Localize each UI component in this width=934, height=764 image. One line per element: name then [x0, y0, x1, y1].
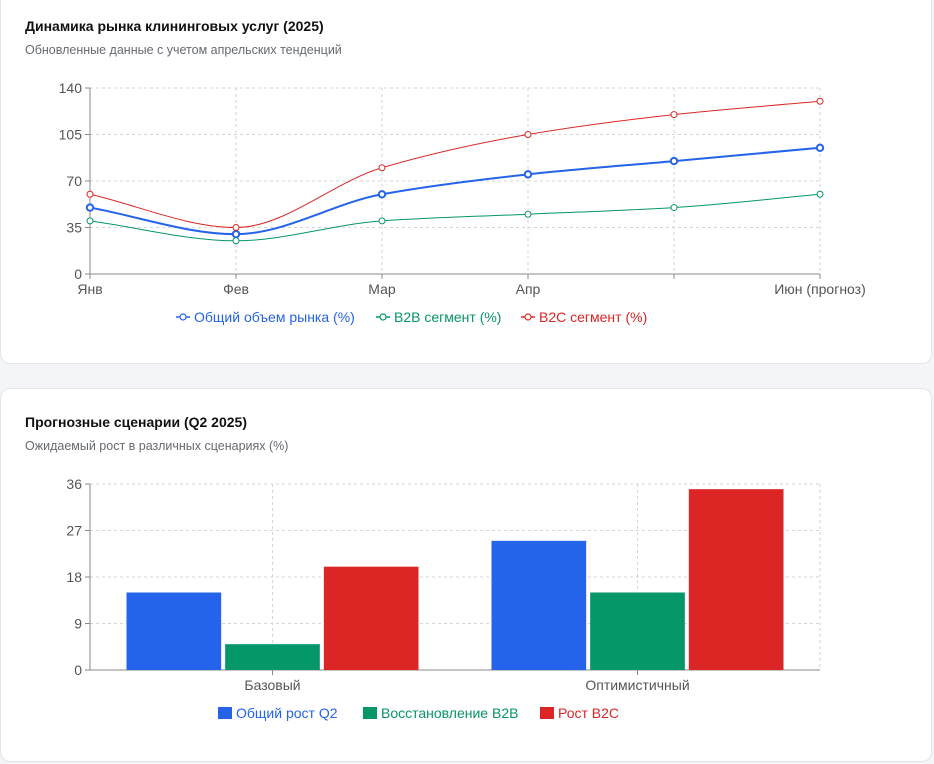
bar-1: [590, 592, 685, 670]
data-point: [816, 97, 824, 105]
y-tick-label: 36: [66, 476, 82, 492]
legend-item: Рост B2C: [540, 705, 619, 721]
legend-item: B2B сегмент (%): [376, 309, 501, 325]
y-tick-label: 35: [66, 220, 82, 236]
data-point: [815, 143, 825, 152]
data-point: [232, 237, 240, 245]
legend-swatch: [218, 707, 232, 719]
market-line-chart: 0 35 70 105 140 Янв Фев Мар Апр Июн (прогноз) Общи…: [59, 80, 866, 325]
x-tick-label: Янв: [77, 281, 102, 297]
bar-1: [225, 644, 320, 670]
legend-label: Общий объем рынка (%): [194, 309, 355, 325]
y-tick-label: 140: [59, 80, 83, 96]
bar-0: [491, 540, 587, 670]
legend-item: Общий объем рынка (%): [176, 309, 355, 325]
legend-item: B2C сегмент (%): [521, 309, 647, 325]
data-point: [523, 170, 533, 179]
legend-swatch: [363, 707, 377, 719]
x-tick-label: Июн (прогноз): [774, 281, 866, 297]
x-tick-label: Базовый: [244, 677, 300, 693]
legend-swatch: [540, 707, 554, 719]
legend-label: B2C сегмент (%): [539, 309, 647, 325]
y-tick-label: 18: [66, 569, 82, 585]
data-point: [232, 224, 240, 231]
x-tick-label: Фев: [223, 281, 249, 297]
card-title: Динамика рынка клининговых услуг (2025): [25, 18, 324, 34]
data-point: [86, 190, 94, 198]
x-tick-label: Оптимистичный: [585, 677, 689, 693]
y-tick-label: 70: [66, 173, 82, 189]
data-point: [85, 203, 95, 212]
y-tick-label: 0: [74, 662, 82, 678]
series-line-0: [89, 146, 821, 236]
data-point: [524, 131, 532, 138]
data-point: [816, 190, 824, 198]
legend-item: Общий рост Q2: [218, 705, 338, 721]
data-point: [670, 204, 678, 212]
legend-label: Общий рост Q2: [236, 705, 338, 721]
legend-label: B2B сегмент (%): [394, 309, 501, 325]
series-line-1: [89, 193, 821, 242]
legend-label: Восстановление B2B: [381, 705, 518, 721]
data-point: [378, 217, 386, 225]
data-point: [524, 210, 532, 218]
card-subtitle: Ожидаемый рост в различных сценариях (%): [25, 439, 289, 453]
y-tick-label: 0: [74, 266, 82, 282]
data-point: [378, 164, 386, 172]
y-tick-label: 105: [59, 127, 83, 143]
legend-item: Восстановление B2B: [363, 705, 518, 721]
bar-2: [688, 489, 784, 670]
bar-2: [323, 566, 419, 670]
x-tick-label: Апр: [516, 281, 541, 297]
legend-marker: [179, 313, 187, 321]
data-point: [670, 111, 678, 119]
card-subtitle: Обновленные данные с учетом апрельских т…: [25, 43, 342, 57]
card-title: Прогнозные сценарии (Q2 2025): [25, 414, 247, 430]
legend-label: Рост B2C: [558, 705, 619, 721]
legend-marker: [524, 313, 532, 321]
legend-marker: [379, 313, 387, 321]
data-point: [377, 190, 387, 199]
y-tick-label: 27: [66, 523, 82, 539]
bar-0: [126, 592, 222, 670]
data-point: [86, 217, 94, 225]
series-line-2: [89, 100, 821, 229]
x-tick-label: Мар: [368, 281, 396, 297]
data-point: [669, 156, 679, 166]
y-tick-label: 9: [74, 616, 82, 632]
